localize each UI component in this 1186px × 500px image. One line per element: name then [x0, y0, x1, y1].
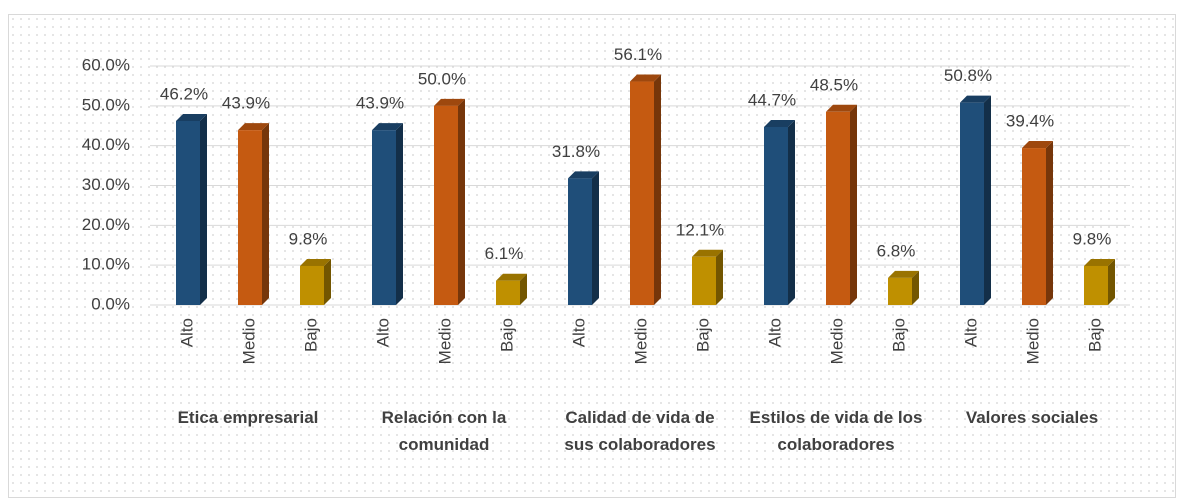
bar — [496, 280, 520, 305]
y-tick-label: 0.0% — [91, 294, 130, 313]
bar-side — [912, 270, 919, 305]
value-label: 44.7% — [748, 90, 796, 109]
bar-top — [568, 171, 599, 179]
bar — [434, 105, 458, 305]
bar — [960, 102, 984, 305]
x-tick-label: Alto — [765, 318, 784, 347]
bar-side — [520, 273, 527, 305]
bar-side — [850, 104, 857, 305]
x-group-label: Relación con la comunidad — [381, 408, 507, 454]
x-group-label: Valores sociales — [965, 408, 1099, 427]
bar-side — [1108, 258, 1115, 305]
value-label: 39.4% — [1006, 112, 1054, 131]
bar — [372, 130, 396, 305]
value-label: 43.9% — [356, 94, 404, 113]
bar — [888, 277, 912, 305]
bar-top — [238, 123, 269, 131]
bar-side — [716, 249, 723, 305]
value-label: 43.9% — [222, 94, 270, 113]
x-group-label: Calidad de vida de sus colaboradores — [564, 408, 716, 454]
x-tick-label: Bajo — [497, 318, 516, 352]
value-label: 9.8% — [289, 229, 328, 248]
value-label: 6.1% — [485, 244, 524, 263]
bar — [1022, 148, 1046, 305]
y-tick-label: 40.0% — [82, 135, 130, 154]
x-group-label: Etica empresarial — [177, 408, 319, 427]
bar-top — [1022, 141, 1053, 149]
bar-side — [984, 95, 991, 305]
bar-top — [300, 258, 331, 266]
x-tick-label: Medio — [239, 318, 258, 364]
value-label: 31.8% — [552, 142, 600, 161]
bar — [176, 120, 200, 305]
y-tick-label: 60.0% — [82, 55, 130, 74]
bar — [300, 265, 324, 305]
bar-top — [764, 119, 795, 127]
x-group-label: Estilos de vida de los colaboradores — [749, 408, 923, 454]
y-tick-label: 20.0% — [82, 215, 130, 234]
bar-top — [960, 95, 991, 103]
value-label: 9.8% — [1073, 229, 1112, 248]
x-tick-label: Alto — [569, 318, 588, 347]
x-tick-label: Bajo — [693, 318, 712, 352]
x-tick-label: Bajo — [889, 318, 908, 352]
bar-top — [1084, 258, 1115, 266]
bar-side — [654, 74, 661, 305]
bar-side — [1046, 141, 1053, 305]
bar-top — [888, 270, 919, 278]
bar-top — [496, 273, 527, 281]
bar-top — [434, 98, 465, 106]
value-label: 50.0% — [418, 69, 466, 88]
x-tick-label: Medio — [631, 318, 650, 364]
bar — [630, 81, 654, 305]
bar-side — [788, 119, 795, 305]
bar-side — [324, 258, 331, 305]
bar-top — [826, 104, 857, 112]
value-label: 48.5% — [810, 75, 858, 94]
bar-side — [592, 171, 599, 305]
bar-side — [200, 113, 207, 305]
value-label: 50.8% — [944, 66, 992, 85]
bar-side — [396, 123, 403, 305]
y-tick-label: 30.0% — [82, 175, 130, 194]
x-tick-label: Bajo — [1085, 318, 1104, 352]
y-tick-label: 50.0% — [82, 95, 130, 114]
bar — [826, 111, 850, 305]
bar — [238, 130, 262, 305]
y-tick-label: 10.0% — [82, 255, 130, 274]
x-tick-label: Alto — [961, 318, 980, 347]
bar — [692, 256, 716, 305]
x-tick-label: Bajo — [301, 318, 320, 352]
x-tick-label: Alto — [373, 318, 392, 347]
bar-top — [630, 74, 661, 82]
bar-top — [372, 123, 403, 131]
bar — [1084, 265, 1108, 305]
bar-side — [262, 123, 269, 305]
x-tick-label: Medio — [1023, 318, 1042, 364]
bar-side — [458, 98, 465, 305]
bar — [568, 178, 592, 305]
bar-top — [692, 249, 723, 257]
bar-top — [176, 113, 207, 121]
value-label: 6.8% — [877, 241, 916, 260]
x-tick-label: Medio — [435, 318, 454, 364]
x-tick-label: Medio — [827, 318, 846, 364]
x-tick-label: Alto — [177, 318, 196, 347]
value-label: 12.1% — [676, 220, 724, 239]
value-label: 46.2% — [160, 84, 208, 103]
value-label: 56.1% — [614, 45, 662, 64]
bar — [764, 126, 788, 305]
